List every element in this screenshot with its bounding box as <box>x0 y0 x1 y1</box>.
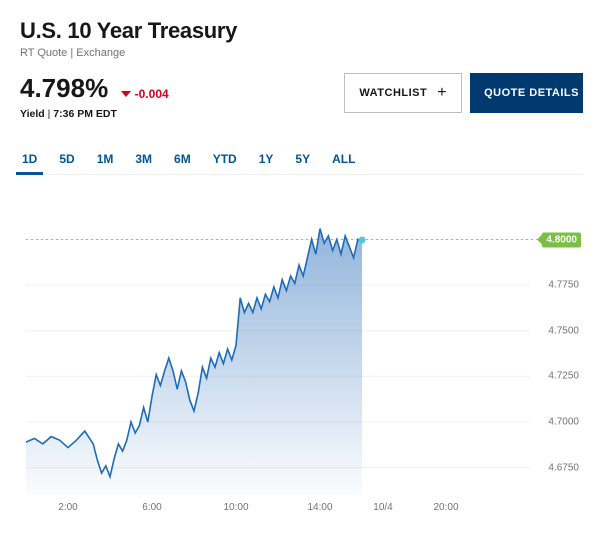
yield-value: 4.798% <box>20 73 108 104</box>
price-badge: 4.8000 <box>542 232 581 247</box>
chart-area: 4.6750 4.7000 4.7250 4.7500 4.7750 2:00 6:00 1… <box>20 203 583 513</box>
y-tick-label: 4.6750 <box>548 462 579 473</box>
tab-all[interactable]: ALL <box>330 146 357 174</box>
current-marker-icon <box>359 236 366 243</box>
yield-chart <box>20 203 580 513</box>
quote-details-label: QUOTE DETAILS <box>484 87 579 99</box>
range-tabs: 1D 5D 1M 3M 6M YTD 1Y 5Y ALL <box>20 146 583 175</box>
x-tick-label: 2:00 <box>58 502 77 513</box>
watchlist-label: WATCHLIST <box>359 87 427 99</box>
x-tick-label: 6:00 <box>142 502 161 513</box>
meta-label: Yield <box>20 108 45 120</box>
y-axis-labels: 4.6750 4.7000 4.7250 4.7500 4.7750 <box>533 203 583 513</box>
x-tick-label: 10/4 <box>373 502 392 513</box>
y-tick-label: 4.7750 <box>548 280 579 291</box>
tab-5d[interactable]: 5D <box>57 146 76 174</box>
watchlist-button[interactable]: WATCHLIST + <box>344 73 462 113</box>
tab-1y[interactable]: 1Y <box>257 146 276 174</box>
yield-change: -0.004 <box>121 87 169 101</box>
quote-details-button[interactable]: QUOTE DETAILS <box>470 73 583 113</box>
tab-3m[interactable]: 3M <box>133 146 154 174</box>
y-tick-label: 4.7250 <box>548 371 579 382</box>
tab-6m[interactable]: 6M <box>172 146 193 174</box>
quote-subtitle: RT Quote | Exchange <box>20 47 583 59</box>
down-arrow-icon <box>121 91 131 97</box>
tab-1d[interactable]: 1D <box>20 146 39 174</box>
quote-block: 4.798% -0.004 Yield | 7:36 PM EDT <box>20 73 169 120</box>
meta-line: Yield | 7:36 PM EDT <box>20 108 169 120</box>
change-value: -0.004 <box>135 87 169 101</box>
y-tick-label: 4.7000 <box>548 417 579 428</box>
y-tick-label: 4.7500 <box>548 325 579 336</box>
page-title: U.S. 10 Year Treasury <box>20 18 583 44</box>
tab-1m[interactable]: 1M <box>95 146 116 174</box>
plus-icon: + <box>437 84 447 102</box>
tab-5y[interactable]: 5Y <box>293 146 312 174</box>
x-axis-labels: 2:00 6:00 10:00 14:00 10/4 20:00 <box>20 495 530 513</box>
x-tick-label: 14:00 <box>307 502 332 513</box>
tab-ytd[interactable]: YTD <box>211 146 239 174</box>
x-tick-label: 10:00 <box>223 502 248 513</box>
x-tick-label: 20:00 <box>433 502 458 513</box>
meta-time: 7:36 PM EDT <box>53 108 117 120</box>
